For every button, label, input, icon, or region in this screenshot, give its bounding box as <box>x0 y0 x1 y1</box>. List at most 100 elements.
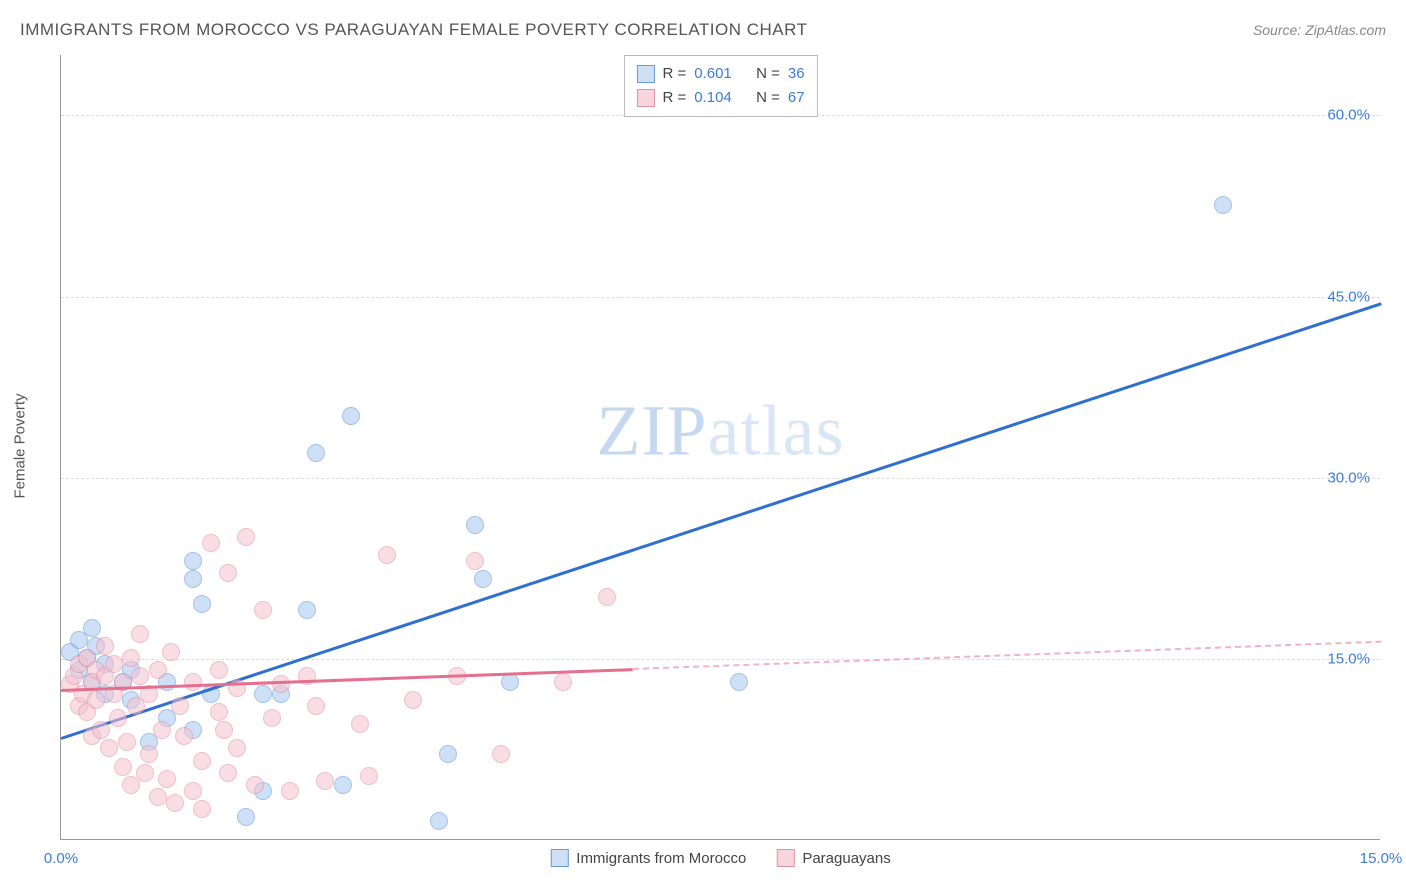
watermark-right: atlas <box>708 391 845 471</box>
data-point <box>254 601 272 619</box>
data-point <box>501 673 519 691</box>
data-point <box>109 709 127 727</box>
source-attribution: Source: ZipAtlas.com <box>1253 22 1386 38</box>
data-point <box>237 528 255 546</box>
data-point <box>184 673 202 691</box>
data-point <box>1214 196 1232 214</box>
data-point <box>474 570 492 588</box>
chart-title: IMMIGRANTS FROM MOROCCO VS PARAGUAYAN FE… <box>20 20 808 40</box>
data-point <box>439 745 457 763</box>
data-point <box>210 661 228 679</box>
r-value-blue: 0.601 <box>694 62 732 86</box>
data-point <box>162 643 180 661</box>
data-point <box>131 667 149 685</box>
data-point <box>254 685 272 703</box>
data-point <box>171 697 189 715</box>
data-point <box>219 764 237 782</box>
n-value-pink: 67 <box>788 86 805 110</box>
swatch-blue <box>550 849 568 867</box>
legend-item-morocco: Immigrants from Morocco <box>550 849 746 867</box>
data-point <box>334 776 352 794</box>
chart-header: IMMIGRANTS FROM MOROCCO VS PARAGUAYAN FE… <box>20 20 1386 40</box>
gridline <box>61 659 1380 660</box>
n-label: N = <box>756 62 780 86</box>
data-point <box>122 649 140 667</box>
swatch-blue <box>636 65 654 83</box>
y-tick-label: 45.0% <box>1327 288 1370 305</box>
data-point <box>158 770 176 788</box>
gridline <box>61 297 1380 298</box>
data-point <box>193 595 211 613</box>
data-point <box>351 715 369 733</box>
data-point <box>114 758 132 776</box>
data-point <box>598 588 616 606</box>
correlation-legend: R = 0.601 N = 36 R = 0.104 N = 67 <box>623 55 817 117</box>
y-tick-label: 30.0% <box>1327 469 1370 486</box>
source-link[interactable]: ZipAtlas.com <box>1305 22 1386 38</box>
data-point <box>281 782 299 800</box>
data-point <box>730 673 748 691</box>
data-point <box>342 407 360 425</box>
legend-item-paraguayans: Paraguayans <box>776 849 890 867</box>
data-point <box>166 794 184 812</box>
data-point <box>307 697 325 715</box>
watermark: ZIPatlas <box>597 390 845 473</box>
data-point <box>87 691 105 709</box>
y-tick-label: 60.0% <box>1327 107 1370 124</box>
swatch-pink <box>776 849 794 867</box>
data-point <box>554 673 572 691</box>
data-point <box>219 564 237 582</box>
data-point <box>272 675 290 693</box>
trend-line <box>61 303 1382 740</box>
legend-row-pink: R = 0.104 N = 67 <box>636 86 804 110</box>
swatch-pink <box>636 89 654 107</box>
data-point <box>184 570 202 588</box>
data-point <box>153 721 171 739</box>
data-point <box>404 691 422 709</box>
data-point <box>96 637 114 655</box>
data-point <box>184 552 202 570</box>
data-point <box>105 655 123 673</box>
data-point <box>193 752 211 770</box>
gridline <box>61 478 1380 479</box>
data-point <box>307 444 325 462</box>
data-point <box>246 776 264 794</box>
r-label: R = <box>662 62 686 86</box>
data-point <box>92 721 110 739</box>
data-point <box>202 534 220 552</box>
data-point <box>100 739 118 757</box>
data-point <box>466 516 484 534</box>
data-point <box>263 709 281 727</box>
scatter-plot-area: ZIPatlas R = 0.601 N = 36 R = 0.104 N = … <box>60 55 1380 840</box>
data-point <box>466 552 484 570</box>
series-legend: Immigrants from Morocco Paraguayans <box>550 849 890 867</box>
r-label: R = <box>662 86 686 110</box>
trend-line <box>633 641 1381 670</box>
y-axis-title: Female Poverty <box>12 393 29 498</box>
data-point <box>316 772 334 790</box>
data-point <box>430 812 448 830</box>
data-point <box>140 745 158 763</box>
source-prefix: Source: <box>1253 22 1301 38</box>
data-point <box>228 739 246 757</box>
r-value-pink: 0.104 <box>694 86 732 110</box>
data-point <box>175 727 193 745</box>
legend-label-morocco: Immigrants from Morocco <box>576 850 746 867</box>
n-label: N = <box>756 86 780 110</box>
data-point <box>378 546 396 564</box>
data-point <box>210 703 228 721</box>
data-point <box>131 625 149 643</box>
legend-label-paraguayans: Paraguayans <box>802 850 890 867</box>
data-point <box>193 800 211 818</box>
data-point <box>492 745 510 763</box>
data-point <box>149 661 167 679</box>
n-value-blue: 36 <box>788 62 805 86</box>
data-point <box>136 764 154 782</box>
data-point <box>184 782 202 800</box>
watermark-left: ZIP <box>597 391 708 471</box>
data-point <box>360 767 378 785</box>
data-point <box>237 808 255 826</box>
data-point <box>118 733 136 751</box>
x-tick-label: 0.0% <box>44 850 78 867</box>
data-point <box>298 601 316 619</box>
